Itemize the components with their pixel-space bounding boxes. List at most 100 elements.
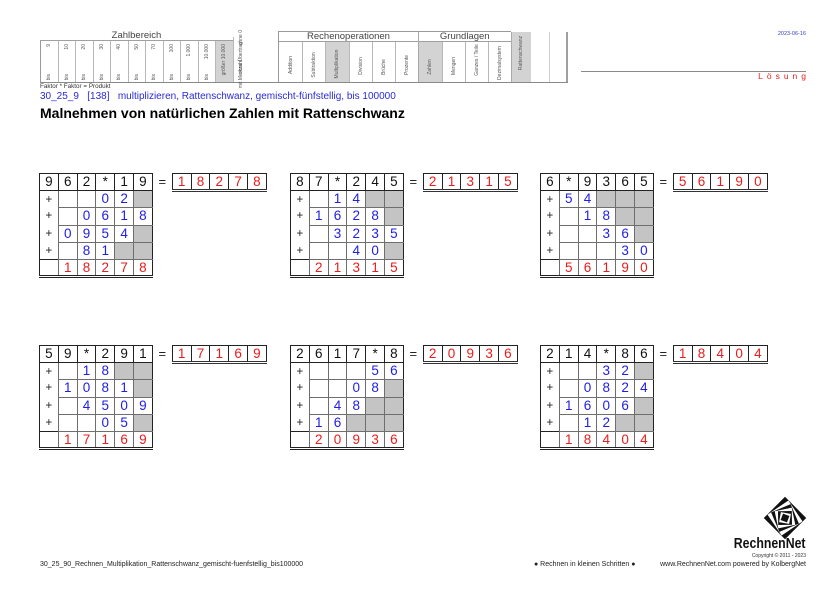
problem-2: 8 7 * 2 4 5 +1 4 +1 6 2 8 +3 2 3 5 +4 0 2 1 3 1 5 = 2 1 3 1 5 <box>290 172 540 345</box>
partial-product-row: +1 8 <box>39 362 153 381</box>
column-range-70: 70 bis <box>145 41 163 82</box>
partial-digit: 6 <box>95 207 116 226</box>
operation-label: Addition <box>287 56 294 75</box>
sum-digit: 8 <box>132 258 153 279</box>
partial-digit: 5 <box>95 224 116 243</box>
partial-product-row: +1 4 <box>290 190 404 209</box>
shaded-cell <box>365 396 385 415</box>
factor-digit: 6 <box>615 172 635 192</box>
range-value: 70 <box>151 44 158 50</box>
empty-cell <box>558 379 579 398</box>
sum-digit: 9 <box>615 258 635 279</box>
sum-digit: 0 <box>633 258 654 279</box>
answer-digit: 1 <box>171 172 192 193</box>
answer-digit: 9 <box>246 344 267 365</box>
answer-digit: 1 <box>209 344 230 365</box>
plus-sign: + <box>290 397 310 415</box>
factor-digit: 6 <box>308 344 329 364</box>
column-ganzes-teile: Ganzes / Teile <box>464 42 488 82</box>
factor-row: 2 6 1 7 * 8 <box>290 344 404 364</box>
answer-digit: 0 <box>729 344 749 365</box>
plus-sign: + <box>540 190 560 208</box>
range-value: 100 <box>168 44 175 53</box>
partial-digit: 8 <box>132 207 153 226</box>
worksheet-title: Malnehmen von natürlichen Zahlen mit Rat… <box>40 105 405 121</box>
factor-digit: 2 <box>290 344 310 364</box>
partial-digit: 2 <box>615 379 635 398</box>
range-value: 1.000 <box>186 44 193 57</box>
empty-cell <box>540 258 560 279</box>
partial-digit: 1 <box>577 413 598 432</box>
column-range-10000: 10.000 bis <box>197 41 216 82</box>
plus-sign: + <box>540 414 560 432</box>
multiply-sign: * <box>596 344 617 364</box>
column-dezimalsystem: Dezimalsystem <box>487 42 511 82</box>
shaded-cell <box>114 241 134 260</box>
answer-digit: 4 <box>710 344 731 365</box>
answer-digit: 1 <box>710 172 731 193</box>
partial-digit: 0 <box>365 241 385 260</box>
empty-cell <box>76 413 97 432</box>
column-prozente: Prozente <box>394 42 418 82</box>
factor-digit: 1 <box>327 344 348 364</box>
calculation-grid: 2 6 1 7 * 8 +5 6 +0 8 +4 8 +1 6 2 0 9 3 6 <box>290 344 404 451</box>
partial-digit: 6 <box>615 224 635 243</box>
partial-digit: 4 <box>327 396 348 415</box>
problem-4: 5 9 * 2 9 1 +1 8 +1 0 8 1 +4 5 0 9 +0 5 1 7 1 6 9 = 1 7 1 6 9 <box>39 344 290 517</box>
answer-digit: 2 <box>422 344 443 365</box>
factor-digit: 2 <box>95 344 116 364</box>
basics-label: Dezimalsystem <box>496 45 503 80</box>
partial-digit: 3 <box>365 224 385 243</box>
empty-cell <box>540 430 560 451</box>
factor-digit: 4 <box>365 172 385 192</box>
empty-cell <box>308 190 329 209</box>
range-value: größer 10.000 <box>221 44 228 76</box>
shaded-cell <box>615 207 635 226</box>
answer-digit: 6 <box>691 172 712 193</box>
range-prefix: bis <box>116 73 123 80</box>
sum-digit: 0 <box>327 430 348 451</box>
factor-digit: 8 <box>615 344 635 364</box>
column-range-40: 40 bis <box>110 41 128 82</box>
partial-digit: 5 <box>365 362 385 381</box>
factor-digit: 9 <box>57 344 78 364</box>
partial-digit: 1 <box>558 396 579 415</box>
answer-digit: 8 <box>246 172 267 193</box>
sum-digit: 5 <box>383 258 404 279</box>
factor-digit: 9 <box>114 344 134 364</box>
factor-digit: 5 <box>383 172 404 192</box>
range-value: 20 <box>81 44 88 50</box>
answer-digit: 8 <box>190 172 211 193</box>
multiply-sign: * <box>327 172 348 192</box>
partial-product-row: +3 6 <box>540 224 654 243</box>
empty-cell <box>57 207 78 226</box>
sum-digit: 3 <box>346 258 367 279</box>
factor-digit: 6 <box>540 172 560 192</box>
range-prefix: bis <box>46 73 53 80</box>
sum-digit: 5 <box>558 258 579 279</box>
sum-digit: 9 <box>346 430 367 451</box>
answer-digit: 9 <box>460 344 481 365</box>
empty-cell <box>558 207 579 226</box>
partial-digit: 0 <box>633 241 654 260</box>
empty-cell <box>57 396 78 415</box>
equals-sign: = <box>158 346 167 361</box>
range-value: 30 <box>98 44 105 50</box>
calculation-grid: 9 6 2 * 1 9 +0 2 +0 6 1 8 +0 9 5 4 +8 1 1 8 2 7 8 <box>39 172 153 279</box>
multiply-sign: * <box>558 172 579 192</box>
partial-digit: 5 <box>383 224 404 243</box>
plus-sign: + <box>540 362 560 380</box>
factor-digit: 7 <box>308 172 329 192</box>
partial-digit: 6 <box>327 207 348 226</box>
partial-product-row: +0 5 <box>39 413 153 432</box>
plus-sign: + <box>540 379 560 398</box>
partial-digit: 8 <box>95 379 116 398</box>
shaded-cell <box>346 413 367 432</box>
answer-digit: 4 <box>747 344 768 365</box>
empty-cell <box>39 430 59 451</box>
plus-sign: + <box>39 207 59 226</box>
shaded-cell <box>132 379 153 398</box>
answer-digit: 2 <box>422 172 443 193</box>
column-rattenschwanz: Rattenschwanz <box>510 32 531 82</box>
plus-sign: + <box>290 207 310 226</box>
